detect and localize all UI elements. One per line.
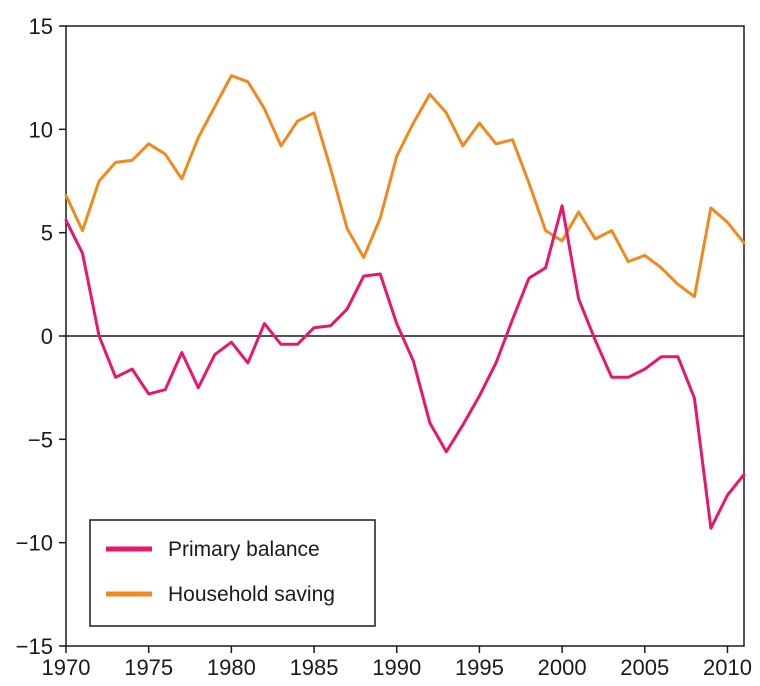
x-tick-label: 1980: [207, 655, 256, 680]
x-tick-label: 1995: [455, 655, 504, 680]
x-tick-label: 2000: [538, 655, 587, 680]
y-axis: 15 10 5 0 −5 −10 −15: [16, 14, 66, 659]
x-axis: 1970 1975 1980 1985 1990 1995 2000 2005 2010: [42, 646, 752, 680]
x-tick-label: 1970: [42, 655, 91, 680]
legend: Primary balance Household saving: [89, 519, 376, 627]
x-tick-label: 2005: [620, 655, 669, 680]
x-tick-label: 1985: [290, 655, 339, 680]
series-line-household-saving: [64, 74, 746, 299]
series-line-primary-balance: [64, 204, 746, 530]
y-tick-label: 5: [41, 221, 53, 246]
y-tick-label: 0: [41, 324, 53, 349]
x-tick-label: 1975: [124, 655, 173, 680]
legend-box: [89, 519, 376, 627]
y-tick-label: −5: [28, 427, 53, 452]
x-tick-label: 2010: [703, 655, 752, 680]
legend-label: Household saving: [168, 583, 335, 606]
y-tick-label: −15: [16, 634, 53, 659]
x-tick-label: 1990: [372, 655, 421, 680]
series-layer: [64, 74, 746, 530]
legend-label: Primary balance: [168, 538, 320, 561]
y-tick-label: 15: [29, 14, 53, 39]
y-tick-label: −10: [16, 531, 53, 556]
y-tick-label: 10: [29, 117, 53, 142]
